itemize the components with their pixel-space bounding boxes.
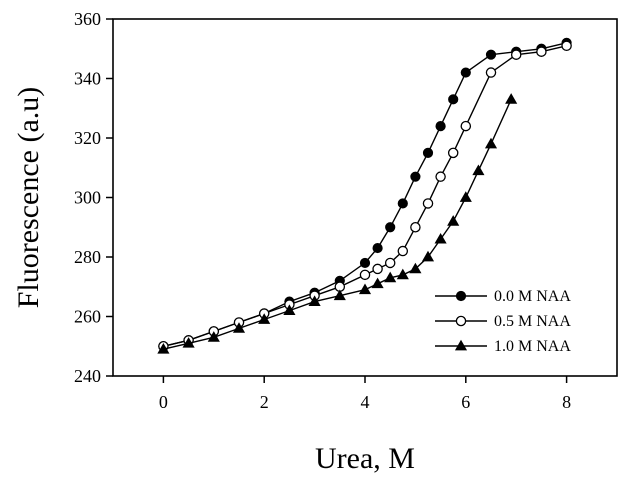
data-point	[410, 171, 421, 182]
legend-label: 0.5 M NAA	[494, 313, 571, 330]
x-tick-label: 8	[562, 392, 571, 412]
data-point	[333, 289, 346, 301]
y-tick-label: 260	[74, 307, 101, 327]
data-point	[410, 221, 421, 233]
legend-item: 0.5 M NAA	[435, 313, 571, 330]
x-tick-label: 6	[461, 392, 470, 412]
legend-marker	[454, 339, 468, 351]
series-line	[163, 99, 512, 350]
data-point	[372, 263, 383, 275]
data-point	[385, 222, 396, 233]
data-point	[447, 147, 459, 159]
data-point	[397, 198, 408, 209]
data-point	[510, 49, 522, 60]
data-point	[372, 242, 383, 254]
y-tick-label: 340	[74, 69, 101, 89]
legend-label: 1.0 M NAA	[494, 338, 571, 355]
legend-item: 1.0 M NAA	[435, 338, 571, 355]
data-point	[283, 304, 296, 315]
data-point	[435, 121, 446, 132]
data-point	[485, 49, 497, 60]
legend-label: 0.0 M NAA	[494, 288, 571, 305]
data-point	[434, 232, 447, 244]
y-tick-label: 300	[74, 188, 101, 208]
data-point	[421, 250, 435, 262]
data-point	[358, 283, 372, 295]
data-point	[472, 164, 485, 176]
data-point	[232, 322, 246, 333]
y-axis-title: Fluorescence (a.u)	[12, 87, 45, 309]
x-tick-label: 2	[260, 392, 269, 412]
data-point	[207, 331, 220, 342]
data-point	[397, 245, 409, 257]
data-point	[182, 337, 195, 348]
data-point	[448, 94, 459, 105]
data-point	[447, 215, 460, 226]
y-tick-label: 280	[74, 247, 101, 267]
data-point	[396, 268, 409, 280]
series-layer	[157, 37, 572, 354]
x-tick-label: 4	[361, 392, 370, 412]
data-point	[459, 191, 472, 202]
data-point	[460, 67, 471, 78]
data-point	[422, 147, 434, 158]
data-point	[308, 295, 321, 307]
legend-marker	[455, 315, 467, 327]
y-tick-label: 240	[74, 366, 101, 386]
series-3	[157, 93, 518, 354]
data-point	[435, 171, 446, 182]
data-point	[409, 262, 422, 274]
x-axis-title: Urea, M	[315, 442, 415, 475]
data-point	[384, 271, 397, 283]
data-point	[561, 40, 572, 52]
legend-item: 0.0 M NAA	[435, 288, 571, 305]
x-tick-label: 0	[159, 392, 168, 412]
y-tick-label: 360	[74, 9, 101, 29]
data-point	[371, 277, 384, 289]
data-point	[536, 46, 547, 57]
data-point	[157, 343, 170, 354]
data-point	[484, 137, 498, 149]
data-point	[485, 67, 497, 78]
data-point	[460, 120, 472, 132]
data-point	[359, 257, 371, 269]
data-point	[422, 198, 434, 209]
data-point	[505, 93, 518, 104]
axes: 0 2 4 6 8 240 260 280 300 320 340 360	[74, 9, 618, 412]
data-point	[359, 269, 371, 281]
legend-marker	[455, 290, 467, 302]
data-point	[384, 257, 396, 269]
data-point	[258, 313, 271, 324]
legend: 0.0 M NAA 0.5 M NAA 1.0 M NAA	[435, 288, 571, 355]
y-tick-label: 320	[74, 128, 101, 148]
